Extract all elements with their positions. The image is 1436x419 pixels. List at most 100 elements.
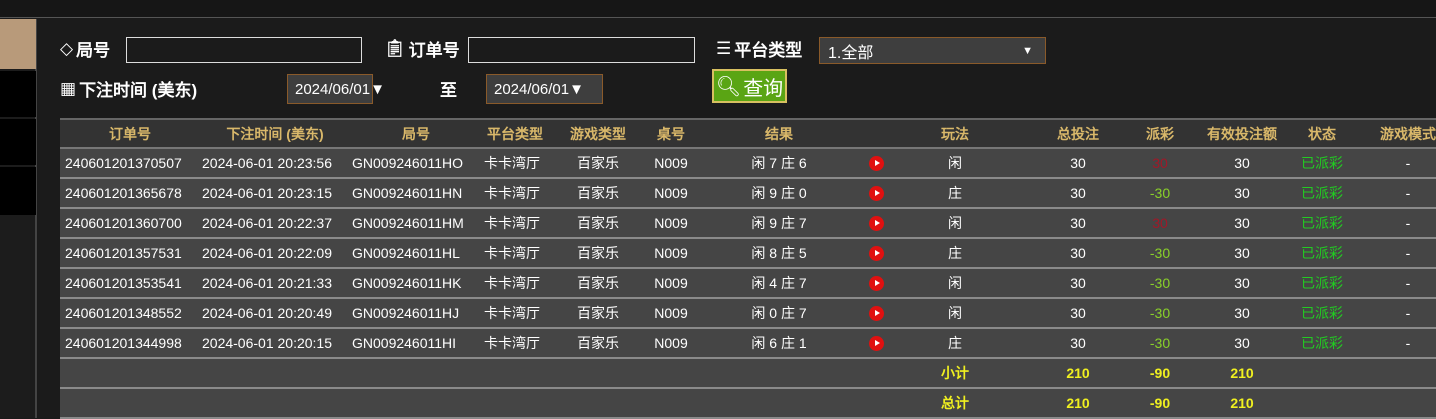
payout-cell: -30 <box>1134 298 1186 329</box>
payout-cell: 30 <box>1134 148 1186 179</box>
play-video-icon[interactable] <box>868 246 884 262</box>
play-video-icon[interactable] <box>868 216 884 232</box>
column-header: 玩法 <box>888 118 1022 149</box>
table-row: 240601201348552 2024-06-01 20:20:49 GN0092… <box>60 298 1436 329</box>
replay-cell <box>864 298 888 329</box>
empty-cell <box>482 388 548 419</box>
game-cell: 百家乐 <box>548 238 648 269</box>
platform-cell: 卡卡湾厅 <box>482 148 548 179</box>
bet-records-table: 订单号 下注时间 (美东) 局号 平台类型 游戏类型 桌号 结果 玩法 总投注 派彩 有效投注额 状态… <box>60 118 1436 419</box>
valid-bet-cell: 30 <box>1186 328 1298 359</box>
sidebar-tab[interactable] <box>0 119 36 165</box>
table-cell: N009 <box>648 298 694 329</box>
platform-cell: 卡卡湾厅 <box>482 268 548 299</box>
platform-cell: 卡卡湾厅 <box>482 178 548 209</box>
order-cell: 240601201365678 <box>60 178 200 209</box>
status-cell: 已派彩 <box>1298 208 1346 239</box>
round-cell: GN009246011HI <box>350 328 482 359</box>
table-row: 240601201344998 2024-06-01 20:20:15 GN0092… <box>60 328 1436 359</box>
payout-cell: -30 <box>1134 268 1186 299</box>
valid-bet-cell: 30 <box>1186 238 1298 269</box>
empty-cell <box>648 388 694 419</box>
result-cell: 闲 8 庄 5 <box>694 238 864 269</box>
status-cell: 已派彩 <box>1298 238 1346 269</box>
replay-cell <box>864 148 888 179</box>
tag-icon: ◇ <box>60 38 74 58</box>
game-cell: 百家乐 <box>548 268 648 299</box>
bet-cell: 30 <box>1022 298 1134 329</box>
play-video-icon[interactable] <box>868 306 884 322</box>
play-type-cell: 闲 <box>888 208 1022 239</box>
table-row: 240601201360700 2024-06-01 20:22:37 GN0092… <box>60 208 1436 239</box>
query-button[interactable]: 🔍︎ 查询 <box>712 69 787 103</box>
round-cell: GN009246011HJ <box>350 298 482 329</box>
empty-cell <box>482 358 548 389</box>
status-cell: 已派彩 <box>1298 328 1346 359</box>
total-label: 总计 <box>888 388 1022 419</box>
game-cell: 百家乐 <box>548 178 648 209</box>
column-header: 平台类型 <box>482 118 548 149</box>
round-cell: GN009246011HO <box>350 148 482 179</box>
table-row: 240601201357531 2024-06-01 20:22:09 GN0092… <box>60 238 1436 269</box>
game-cell: 百家乐 <box>548 328 648 359</box>
bet-cell: 30 <box>1022 328 1134 359</box>
sidebar-tab[interactable] <box>0 167 36 215</box>
time-cell: 2024-06-01 20:20:49 <box>200 298 350 329</box>
round-input[interactable] <box>126 37 362 63</box>
payout-cell: -30 <box>1134 328 1186 359</box>
platform-filter-label: ☰ 平台类型 <box>716 38 803 61</box>
time-cell: 2024-06-01 20:22:09 <box>200 238 350 269</box>
order-input[interactable] <box>468 37 695 63</box>
empty-cell <box>864 358 888 389</box>
date-to-select[interactable]: 2024/06/01▼ <box>486 74 603 104</box>
sidebar-tab-active[interactable] <box>0 19 36 69</box>
table-cell: N009 <box>648 268 694 299</box>
time-cell: 2024-06-01 20:21:33 <box>200 268 350 299</box>
column-header: 总投注 <box>1022 118 1134 149</box>
top-bar <box>0 0 1436 18</box>
table-row: 240601201370507 2024-06-01 20:23:56 GN0092… <box>60 148 1436 179</box>
empty-cell <box>694 388 864 419</box>
date-from-select[interactable]: 2024/06/01▼ <box>287 74 385 104</box>
result-cell: 闲 9 庄 7 <box>694 208 864 239</box>
order-cell: 240601201348552 <box>60 298 200 329</box>
column-header: 有效投注额 <box>1186 118 1298 149</box>
empty-cell <box>648 358 694 389</box>
replay-cell <box>864 178 888 209</box>
total-payout: -90 <box>1134 388 1186 419</box>
sidebar-tab[interactable] <box>0 71 36 117</box>
subtotal-bet: 210 <box>1022 358 1134 389</box>
valid-bet-cell: 30 <box>1186 208 1298 239</box>
empty-cell <box>1298 388 1346 419</box>
platform-cell: 卡卡湾厅 <box>482 208 548 239</box>
play-video-icon[interactable] <box>868 336 884 352</box>
bet-cell: 30 <box>1022 268 1134 299</box>
replay-cell <box>864 268 888 299</box>
mode-cell: - <box>1346 328 1436 359</box>
status-cell: 已派彩 <box>1298 148 1346 179</box>
total-bet: 210 <box>1022 388 1134 419</box>
column-header: 派彩 <box>1134 118 1186 149</box>
empty-cell <box>864 388 888 419</box>
total-row: 总计 210 -90 210 <box>60 388 1436 419</box>
play-video-icon[interactable] <box>868 276 884 292</box>
status-cell: 已派彩 <box>1298 178 1346 209</box>
table-row: 240601201365678 2024-06-01 20:23:15 GN0092… <box>60 178 1436 209</box>
empty-cell <box>60 388 200 419</box>
column-header: 订单号 <box>60 118 200 149</box>
time-cell: 2024-06-01 20:22:37 <box>200 208 350 239</box>
mode-cell: - <box>1346 148 1436 179</box>
table-cell: N009 <box>648 148 694 179</box>
search-icon: 🔍︎ <box>715 75 742 98</box>
chevron-down-icon: ▼ <box>1022 44 1033 57</box>
order-cell: 240601201360700 <box>60 208 200 239</box>
empty-cell <box>548 388 648 419</box>
platform-select[interactable]: 1.全部 ▼ <box>819 37 1046 64</box>
play-video-icon[interactable] <box>868 156 884 172</box>
subtotal-label: 小计 <box>888 358 1022 389</box>
time-filter-label: ▦ 下注时间 (美东) <box>60 78 198 101</box>
to-label: 至 <box>440 81 457 100</box>
play-video-icon[interactable] <box>868 186 884 202</box>
status-cell: 已派彩 <box>1298 298 1346 329</box>
play-type-cell: 庄 <box>888 238 1022 269</box>
